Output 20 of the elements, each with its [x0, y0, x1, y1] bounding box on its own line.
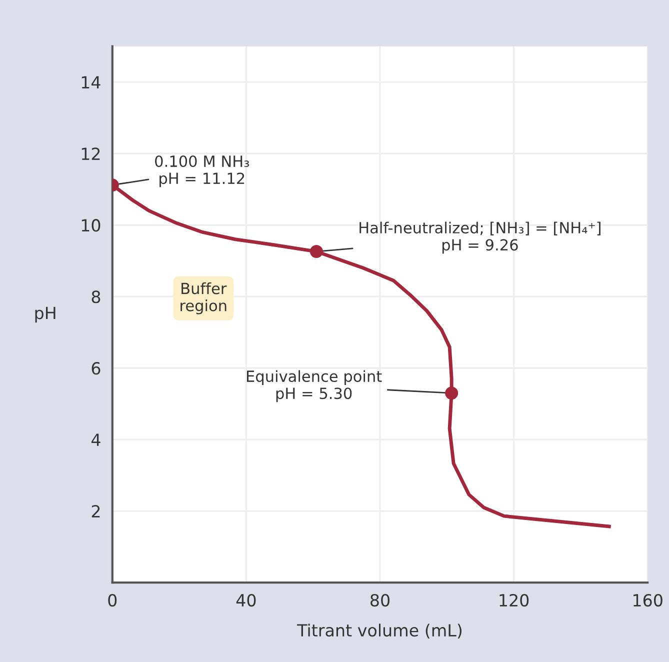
y-tick-label: 4 — [91, 434, 100, 446]
y-tick-label: 6 — [92, 362, 100, 375]
point — [445, 386, 458, 400]
annotation: Half-neutralized; [NH₃] = [NH₄⁺] pH = 9.26 — [360, 222, 600, 254]
annotation: Buffer region — [180, 282, 227, 314]
x-tick-label: 160 — [634, 594, 662, 607]
y-tick-label: 2 — [92, 505, 100, 518]
x-tick-label: 40 — [236, 594, 256, 607]
y-axis-title: pH — [35, 306, 56, 323]
x-axis-title: Titrant volume (mL) — [297, 624, 462, 639]
x-tick-label: 80 — [370, 594, 390, 607]
annotation: Equivalence point pH = 5.30 — [247, 370, 382, 402]
x-tick-label: 120 — [500, 594, 529, 607]
point — [310, 245, 323, 258]
y-tick-label: 14 — [82, 76, 100, 88]
x-tick-label: 0 — [108, 594, 117, 607]
y-tick-label: 8 — [92, 290, 100, 304]
y-tick-label: 10 — [82, 219, 100, 232]
annotation: 0.100 M NH₃ pH = 11.12 — [155, 155, 249, 188]
y-tick-label: 12 — [82, 148, 100, 160]
